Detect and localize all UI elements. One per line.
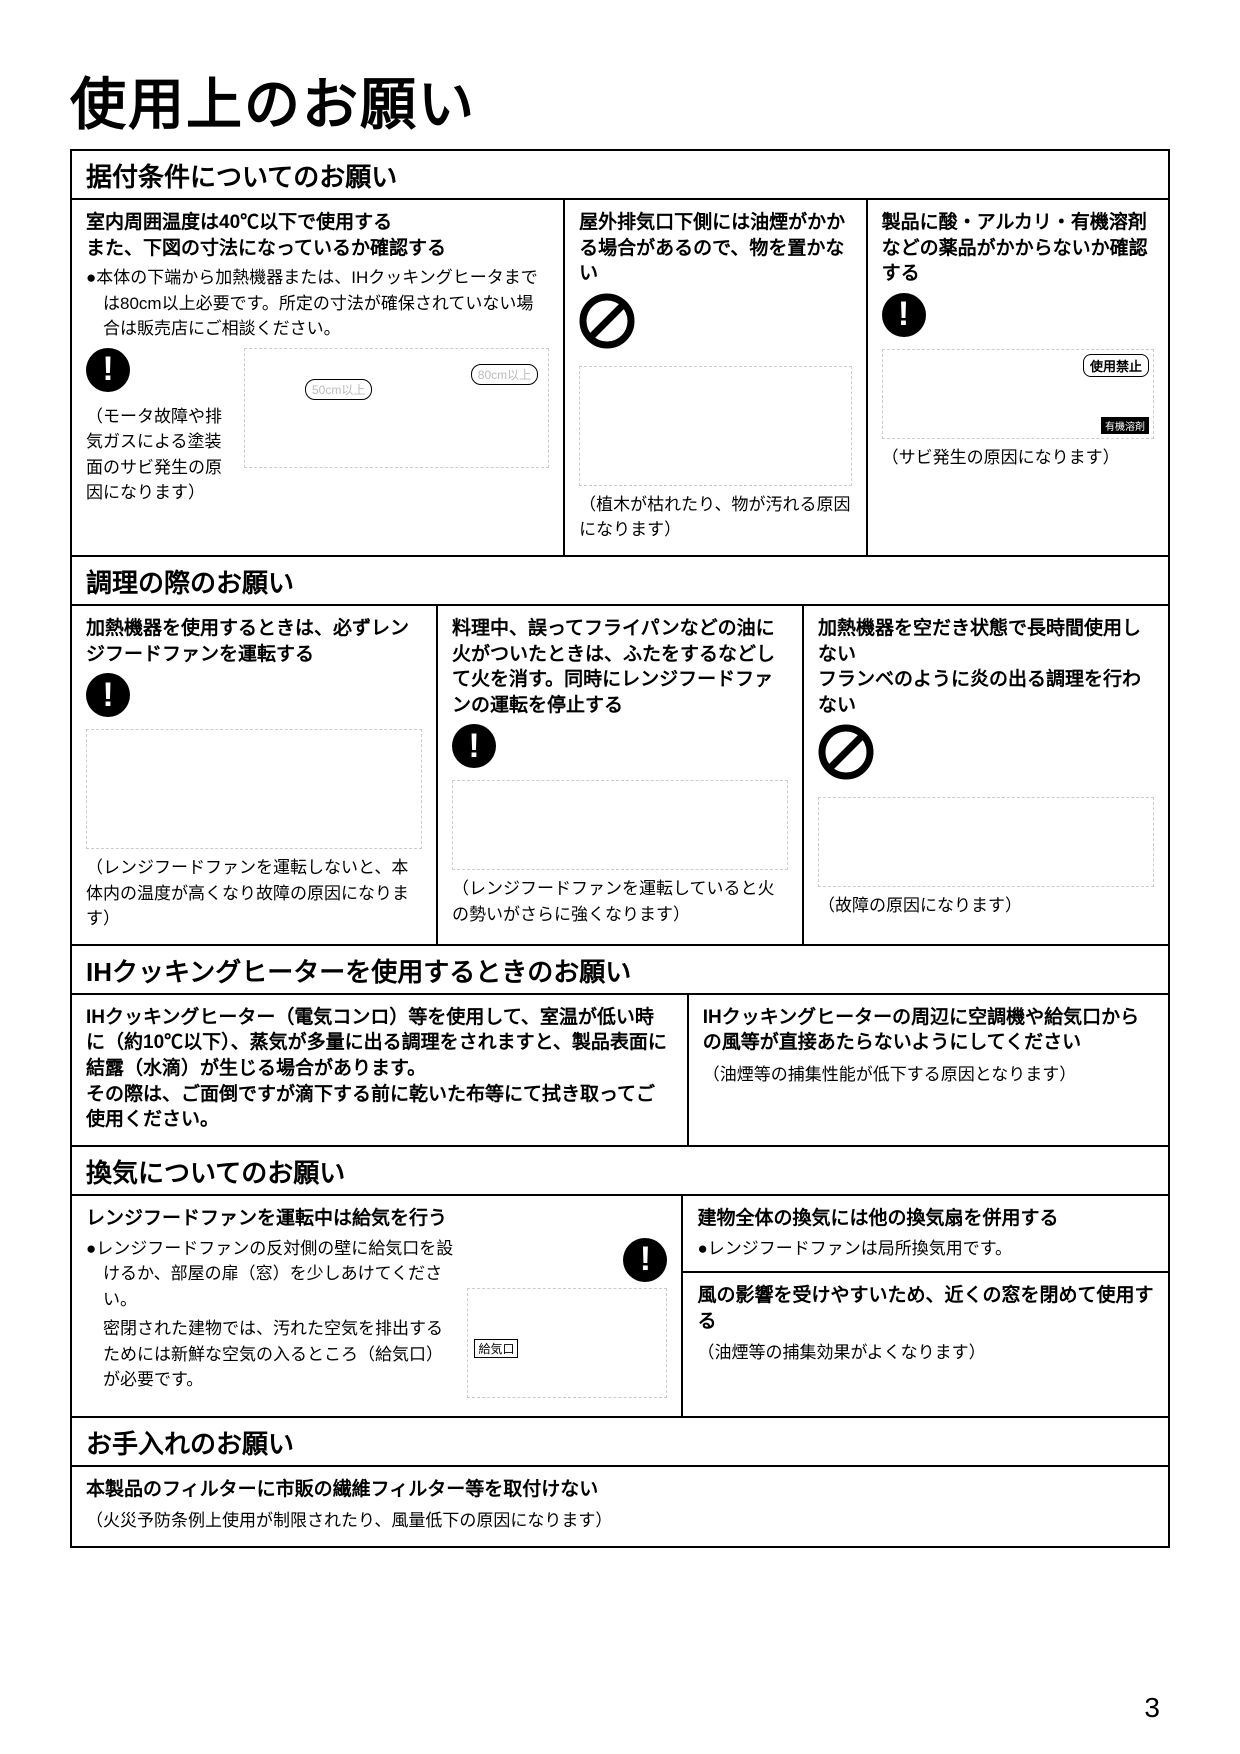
heading: 加熱機器を空だき状態で長時間使用しない xyxy=(818,616,1154,667)
heading: 風の影響を受けやすいため、近くの窓を閉めて使用する xyxy=(697,1283,1154,1334)
cooking-row: 加熱機器を使用するときは、必ずレンジフードファンを運転する ! （レンジフードフ… xyxy=(72,606,1168,944)
maintenance-row: 本製品のフィルターに市販の繊維フィルター等を取付けない （火災予防条例上使用が制… xyxy=(72,1467,1168,1546)
caption: （火災予防条例上使用が制限されたり、風量低下の原因になります） xyxy=(86,1508,1154,1534)
heading: その際は、ご面倒ですが滴下する前に乾いた布等にて拭き取ってご使用ください。 xyxy=(86,1082,673,1133)
cell-pan-fire: 料理中、誤ってフライパンなどの油に火がついたときは、ふたをするなどして火を消す。… xyxy=(438,606,804,944)
illustration-chemicals: 使用禁止 有機溶剤 xyxy=(882,349,1154,439)
caption: （油煙等の捕集性能が低下する原因となります） xyxy=(703,1062,1154,1088)
label-air-inlet: 給気口 xyxy=(474,1339,518,1358)
illustration-exhaust xyxy=(579,366,851,486)
cell-run-fan: 加熱機器を使用するときは、必ずレンジフードファンを運転する ! （レンジフードフ… xyxy=(72,606,438,944)
heading: また、下図の寸法になっているか確認する xyxy=(86,236,549,262)
section-header-ih: IHクッキングヒーターを使用するときのお願い xyxy=(72,944,1168,995)
caption: （モータ故障や排気ガスによる塗装面のサビ発生の原因になります） xyxy=(86,404,236,506)
caption: （油煙等の捕集効果がよくなります） xyxy=(697,1340,1154,1366)
cell-chemicals: 製品に酸・アルカリ・有機溶剤などの薬品がかからないか確認する ! 使用禁止 有機… xyxy=(868,200,1168,555)
cell-air-supply: レンジフードファンを運転中は給気を行う ●レンジフードファンの反対側の壁に給気口… xyxy=(72,1196,683,1416)
section-header-maintenance: お手入れのお願い xyxy=(72,1416,1168,1467)
heading: 料理中、誤ってフライパンなどの油に火がついたときは、ふたをするなどして火を消す。… xyxy=(452,616,788,719)
section-header-ventilation: 換気についてのお願い xyxy=(72,1145,1168,1196)
illustration-air-supply: 給気口 xyxy=(467,1288,667,1398)
badge-prohibited: 使用禁止 xyxy=(1083,354,1149,377)
cell-ih-condensation: IHクッキングヒーター（電気コンロ）等を使用して、室温が低い時に（約10℃以下）… xyxy=(72,995,689,1145)
exclamation-icon: ! xyxy=(86,348,130,392)
caption: （植木が枯れたり、物が汚れる原因になります） xyxy=(579,492,851,543)
section-header-installation: 据付条件についてのお願い xyxy=(72,151,1168,200)
caption: （故障の原因になります） xyxy=(818,893,1154,919)
heading: 加熱機器を使用するときは、必ずレンジフードファンを運転する xyxy=(86,616,422,667)
cell-filter: 本製品のフィルターに市販の繊維フィルター等を取付けない （火災予防条例上使用が制… xyxy=(72,1467,1168,1546)
exclamation-icon: ! xyxy=(882,293,926,337)
installation-row: 室内周囲温度は40℃以下で使用する また、下図の寸法になっているか確認する ●本… xyxy=(72,200,1168,555)
exclamation-icon: ! xyxy=(452,724,496,768)
subcell-other-fan: 建物全体の換気には他の換気扇を併用する ●レンジフードファンは局所換気用です。 xyxy=(683,1196,1168,1273)
cell-no-flambe: 加熱機器を空だき状態で長時間使用しない フランベのように炎の出る調理を行わない … xyxy=(804,606,1168,944)
heading: 室内周囲温度は40℃以下で使用する xyxy=(86,210,549,236)
heading: フランベのように炎の出る調理を行わない xyxy=(818,667,1154,718)
dim-label-80: 80cm以上 xyxy=(471,364,538,385)
illustration-run-fan xyxy=(86,729,422,849)
bullet: ●本体の下端から加熱機器または、IHクッキングヒータまでは80cm以上必要です。… xyxy=(86,265,549,342)
bullet: ●レンジフードファンは局所換気用です。 xyxy=(697,1236,1154,1262)
cell-ventilation-right: 建物全体の換気には他の換気扇を併用する ●レンジフードファンは局所換気用です。 … xyxy=(683,1196,1168,1416)
exclamation-icon: ! xyxy=(86,673,130,717)
heading: IHクッキングヒーター（電気コンロ）等を使用して、室温が低い時に（約10℃以下）… xyxy=(86,1005,673,1082)
ih-row: IHクッキングヒーター（電気コンロ）等を使用して、室温が低い時に（約10℃以下）… xyxy=(72,995,1168,1145)
main-content-box: 据付条件についてのお願い 室内周囲温度は40℃以下で使用する また、下図の寸法に… xyxy=(70,149,1170,1548)
cell-ih-airflow: IHクッキングヒーターの周辺に空調機や給気口からの風等が直接あたらないようにして… xyxy=(689,995,1168,1145)
note: 密閉された建物では、汚れた空気を排出するためには新鮮な空気の入るところ（給気口）… xyxy=(86,1316,459,1393)
prohibit-icon xyxy=(818,724,874,780)
bullet: ●レンジフードファンの反対側の壁に給気口を設けるか、部屋の扉（窓）を少しあけてく… xyxy=(86,1236,459,1313)
illustration-dimensions: 50cm以上 80cm以上 xyxy=(244,348,549,468)
cell-dimensions: 室内周囲温度は40℃以下で使用する また、下図の寸法になっているか確認する ●本… xyxy=(72,200,565,555)
illustration-pan-fire xyxy=(452,780,788,870)
caption: （サビ発生の原因になります） xyxy=(882,445,1154,471)
badge-solvent: 有機溶剤 xyxy=(1101,417,1149,434)
dim-label-50: 50cm以上 xyxy=(305,379,372,400)
page-number: 3 xyxy=(1144,1692,1160,1724)
heading: IHクッキングヒーターの周辺に空調機や給気口からの風等が直接あたらないようにして… xyxy=(703,1005,1154,1056)
cell-exhaust: 屋外排気口下側には油煙がかかる場合があるので、物を置かない （植木が枯れたり、物… xyxy=(565,200,867,555)
caption: （レンジフードファンを運転しないと、本体内の温度が高くなり故障の原因になります） xyxy=(86,855,422,932)
page-title: 使用上のお願い xyxy=(70,60,1170,141)
caption: （レンジフードファンを運転していると火の勢いがさらに強くなります） xyxy=(452,876,788,927)
prohibit-icon xyxy=(579,293,635,349)
section-header-cooking: 調理の際のお願い xyxy=(72,555,1168,606)
illustration-no-flambe xyxy=(818,797,1154,887)
subcell-close-window: 風の影響を受けやすいため、近くの窓を閉めて使用する （油煙等の捕集効果がよくなり… xyxy=(683,1273,1168,1376)
exclamation-icon: ! xyxy=(623,1238,667,1282)
heading: 屋外排気口下側には油煙がかかる場合があるので、物を置かない xyxy=(579,210,851,287)
heading: 本製品のフィルターに市販の繊維フィルター等を取付けない xyxy=(86,1477,1154,1503)
heading: レンジフードファンを運転中は給気を行う xyxy=(86,1206,667,1232)
heading: 建物全体の換気には他の換気扇を併用する xyxy=(697,1206,1154,1232)
heading: 製品に酸・アルカリ・有機溶剤などの薬品がかからないか確認する xyxy=(882,210,1154,287)
ventilation-row: レンジフードファンを運転中は給気を行う ●レンジフードファンの反対側の壁に給気口… xyxy=(72,1196,1168,1416)
